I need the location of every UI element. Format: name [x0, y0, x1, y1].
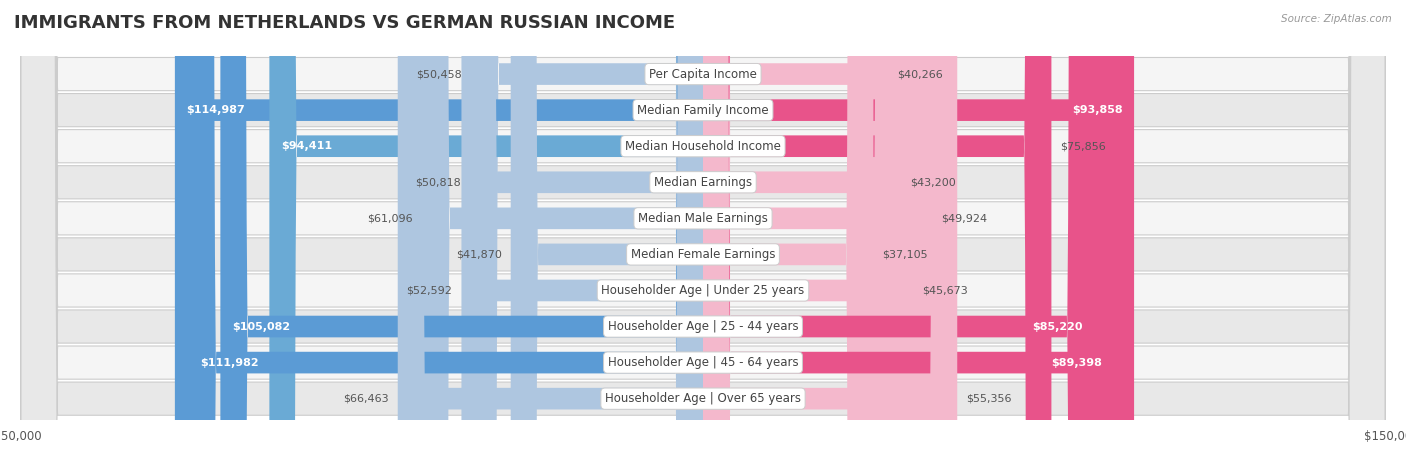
Text: $45,673: $45,673 [922, 285, 967, 296]
FancyBboxPatch shape [21, 0, 1385, 467]
Text: Householder Age | Under 25 years: Householder Age | Under 25 years [602, 284, 804, 297]
Text: $43,200: $43,200 [911, 177, 956, 187]
Text: Householder Age | Over 65 years: Householder Age | Over 65 years [605, 392, 801, 405]
FancyBboxPatch shape [703, 0, 1135, 467]
FancyBboxPatch shape [703, 0, 1052, 467]
FancyBboxPatch shape [471, 0, 703, 467]
FancyBboxPatch shape [398, 0, 703, 467]
Text: $94,411: $94,411 [281, 141, 332, 151]
FancyBboxPatch shape [21, 0, 1385, 467]
FancyBboxPatch shape [703, 0, 957, 467]
FancyBboxPatch shape [21, 0, 1385, 467]
Text: $66,463: $66,463 [343, 394, 388, 403]
Text: $61,096: $61,096 [367, 213, 413, 223]
FancyBboxPatch shape [703, 0, 912, 467]
FancyBboxPatch shape [703, 0, 901, 467]
Text: $75,856: $75,856 [1060, 141, 1107, 151]
FancyBboxPatch shape [510, 0, 703, 467]
FancyBboxPatch shape [470, 0, 703, 467]
FancyBboxPatch shape [21, 0, 1385, 467]
FancyBboxPatch shape [21, 0, 1385, 467]
Text: $93,858: $93,858 [1071, 105, 1122, 115]
FancyBboxPatch shape [21, 0, 1385, 467]
FancyBboxPatch shape [21, 0, 1385, 467]
Text: IMMIGRANTS FROM NETHERLANDS VS GERMAN RUSSIAN INCOME: IMMIGRANTS FROM NETHERLANDS VS GERMAN RU… [14, 14, 675, 32]
FancyBboxPatch shape [703, 0, 1094, 467]
Text: Median Family Income: Median Family Income [637, 104, 769, 117]
Text: $37,105: $37,105 [883, 249, 928, 259]
Text: $85,220: $85,220 [1032, 322, 1083, 332]
Text: $105,082: $105,082 [232, 322, 290, 332]
Text: $52,592: $52,592 [406, 285, 453, 296]
Text: Median Household Income: Median Household Income [626, 140, 780, 153]
Text: Median Female Earnings: Median Female Earnings [631, 248, 775, 261]
Text: $55,356: $55,356 [966, 394, 1012, 403]
Text: $50,458: $50,458 [416, 69, 463, 79]
Text: Source: ZipAtlas.com: Source: ZipAtlas.com [1281, 14, 1392, 24]
FancyBboxPatch shape [174, 0, 703, 467]
FancyBboxPatch shape [21, 0, 1385, 467]
FancyBboxPatch shape [703, 0, 889, 467]
Text: $89,398: $89,398 [1052, 358, 1102, 368]
FancyBboxPatch shape [188, 0, 703, 467]
FancyBboxPatch shape [21, 0, 1385, 467]
Text: Median Male Earnings: Median Male Earnings [638, 212, 768, 225]
Text: $49,924: $49,924 [942, 213, 987, 223]
FancyBboxPatch shape [21, 0, 1385, 467]
Text: Per Capita Income: Per Capita Income [650, 68, 756, 81]
Text: $50,818: $50,818 [415, 177, 460, 187]
FancyBboxPatch shape [422, 0, 703, 467]
FancyBboxPatch shape [270, 0, 703, 467]
FancyBboxPatch shape [703, 0, 932, 467]
Text: $111,982: $111,982 [200, 358, 259, 368]
FancyBboxPatch shape [703, 0, 873, 467]
Text: $40,266: $40,266 [897, 69, 943, 79]
FancyBboxPatch shape [221, 0, 703, 467]
Text: Householder Age | 25 - 44 years: Householder Age | 25 - 44 years [607, 320, 799, 333]
Text: Householder Age | 45 - 64 years: Householder Age | 45 - 64 years [607, 356, 799, 369]
FancyBboxPatch shape [703, 0, 1114, 467]
Text: $41,870: $41,870 [456, 249, 502, 259]
Text: $114,987: $114,987 [187, 105, 245, 115]
FancyBboxPatch shape [461, 0, 703, 467]
Text: Median Earnings: Median Earnings [654, 176, 752, 189]
